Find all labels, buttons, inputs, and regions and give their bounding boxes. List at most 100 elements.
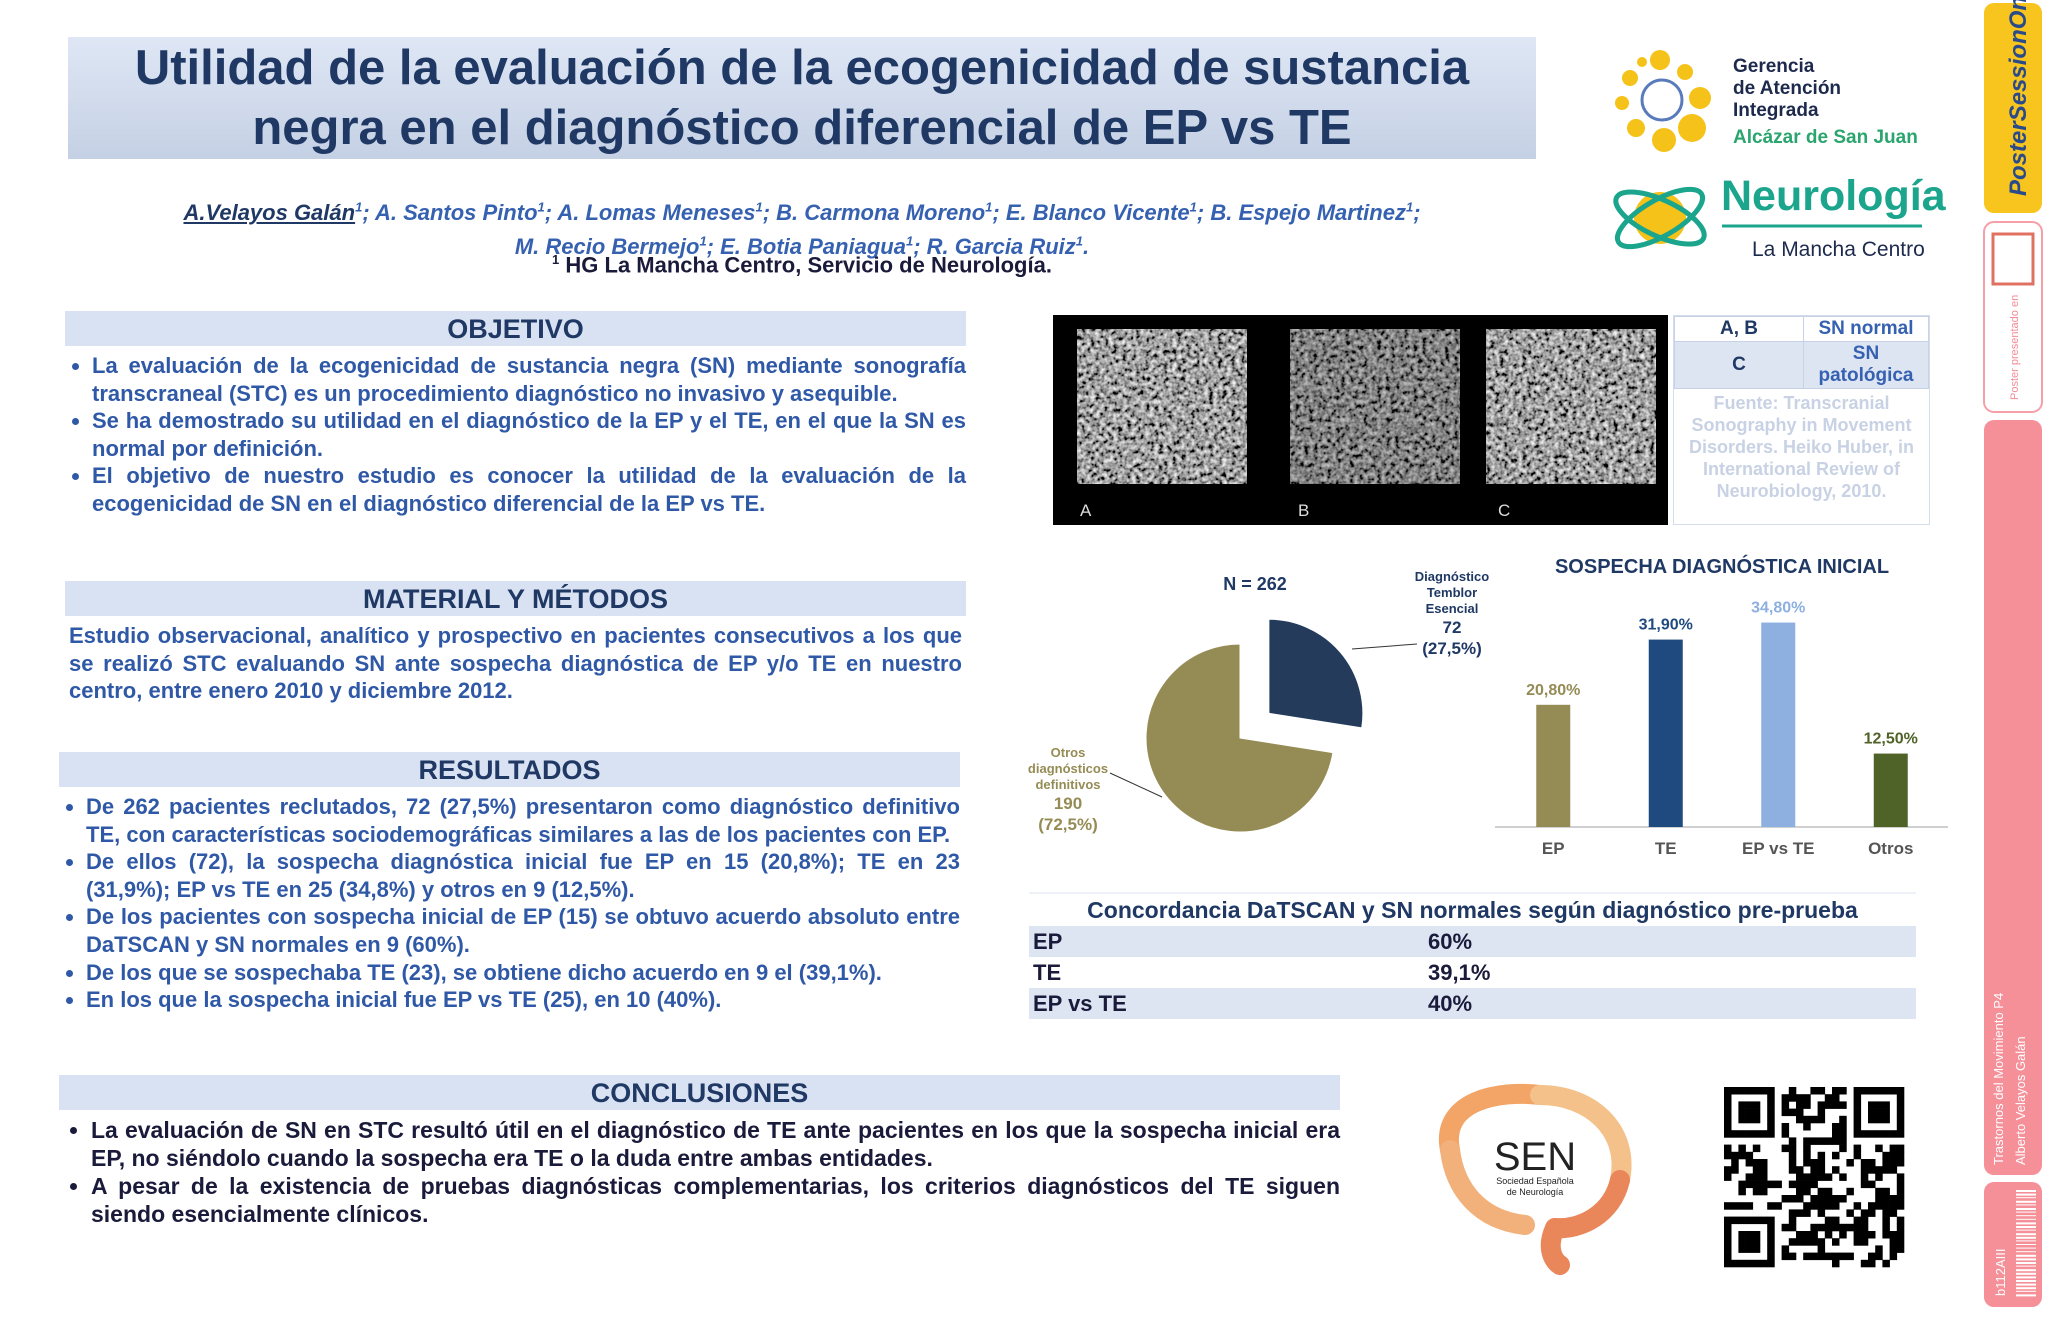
author: B. Carmona Moreno1;	[776, 200, 1000, 225]
qr-module	[1803, 1187, 1811, 1196]
qr-module	[1853, 1094, 1862, 1102]
qr-module	[1731, 1216, 1739, 1225]
qr-module	[1810, 1087, 1818, 1095]
qr-module	[1745, 1259, 1754, 1268]
qr-module	[1868, 1166, 1876, 1174]
sen-text: SEN	[1494, 1135, 1576, 1179]
qr-module	[1752, 1115, 1761, 1124]
qr-module	[1817, 1223, 1826, 1232]
figure-legend: A, B SN normal C SN patológica Fuente: Tran…	[1673, 315, 1930, 525]
qr-module	[1752, 1166, 1761, 1174]
qr-module	[1839, 1252, 1847, 1261]
author-affiliation-mark: 1	[1075, 233, 1084, 249]
qr-module	[1752, 1187, 1761, 1196]
qr-module	[1796, 1166, 1804, 1174]
leader-line	[1109, 772, 1163, 798]
author: B. Espejo Martinez1;	[1210, 200, 1420, 225]
qr-module	[1889, 1130, 1898, 1138]
section: CONCLUSIONES La evaluación de SN en STC …	[59, 1075, 1340, 1228]
bar	[1536, 704, 1571, 827]
barcode-bar	[2016, 1240, 2036, 1242]
author-name: M. Recio Bermejo	[514, 233, 700, 259]
ultrasound-panel	[1290, 329, 1460, 484]
poster-title: Utilidad de la evaluación de la ecogenic…	[68, 37, 1536, 159]
qr-module	[1824, 1187, 1833, 1196]
qr-module	[1868, 1101, 1876, 1109]
ultrasound-panel	[1486, 329, 1656, 484]
barcode-bar	[2016, 1272, 2036, 1275]
qr-module	[1731, 1087, 1739, 1095]
qr-module	[1803, 1151, 1811, 1160]
qr-module	[1817, 1187, 1826, 1196]
qr-module	[1860, 1130, 1869, 1138]
qr-module	[1846, 1223, 1854, 1232]
sidebar-logo	[1991, 232, 2035, 286]
table-cell: SN normal	[1803, 316, 1929, 342]
qr-module	[1889, 1144, 1898, 1153]
barcode-bar	[2016, 1251, 2036, 1253]
qr-module	[1752, 1180, 1761, 1189]
qr-module	[1832, 1137, 1840, 1145]
qr-module	[1817, 1238, 1826, 1246]
qr-module	[1788, 1180, 1797, 1189]
qr-module	[1896, 1144, 1905, 1153]
barcode-bar	[2016, 1254, 2036, 1257]
author: E. Blanco Vicente1;	[1006, 200, 1204, 225]
barcode-bar	[2016, 1229, 2036, 1231]
qr-module	[1752, 1101, 1761, 1109]
qr-module	[1868, 1209, 1876, 1217]
qr-module	[1767, 1259, 1775, 1268]
chart-title: N = 262	[1223, 574, 1287, 594]
sidebar-text: Alberto Velayos Galán	[2013, 1036, 2028, 1165]
sen-text: de Neurología	[1507, 1187, 1564, 1197]
qr-module	[1745, 1151, 1754, 1160]
barcode-bar	[2016, 1247, 2036, 1249]
qr-module	[1803, 1202, 1811, 1210]
qr-module	[1810, 1173, 1818, 1181]
authors: A.Velayos Galán1; A. Santos Pinto1; A. L…	[68, 194, 1536, 261]
x-tick-label: Otros	[1868, 839, 1913, 858]
qr-module	[1810, 1238, 1818, 1246]
qr-module	[1832, 1130, 1840, 1138]
qr-module	[1738, 1216, 1746, 1225]
author: A. Santos Pinto1;	[375, 200, 552, 225]
qr-module	[1896, 1173, 1905, 1181]
qr-module	[1896, 1115, 1905, 1124]
qr-module	[1810, 1195, 1818, 1203]
section: MATERIAL Y MÉTODOS Estudio observacional…	[65, 581, 966, 705]
qr-module	[1724, 1173, 1732, 1181]
value-label: 34,80%	[1751, 600, 1805, 617]
barcode-bar	[2016, 1222, 2036, 1225]
qr-module	[1889, 1195, 1898, 1203]
bullet-list: De 262 pacientes reclutados, 72 (27,5%) …	[59, 793, 960, 1014]
table-row: EP 60%	[1029, 926, 1916, 957]
qr-module	[1752, 1173, 1761, 1181]
qr-module	[1745, 1130, 1754, 1138]
author-separator: ;	[1413, 200, 1421, 226]
qr-module	[1767, 1252, 1775, 1261]
qr-module	[1817, 1087, 1826, 1095]
table-row: EP vs TE 40%	[1029, 988, 1916, 1019]
qr-module	[1896, 1151, 1905, 1160]
pie-value: 72	[1442, 618, 1462, 637]
qr-module	[1796, 1231, 1804, 1239]
qr-module	[1853, 1202, 1862, 1210]
barcode-bar	[2016, 1190, 2036, 1192]
qr-module	[1875, 1115, 1883, 1124]
qr-module	[1781, 1223, 1790, 1232]
qr-module	[1889, 1159, 1898, 1167]
chart-title: SOSPECHA DIAGNÓSTICA INICIAL	[1555, 554, 1889, 578]
qr-module	[1860, 1087, 1869, 1095]
qr-module	[1724, 1252, 1732, 1261]
qr-module	[1724, 1151, 1732, 1160]
qr-module	[1853, 1238, 1862, 1246]
qr-module	[1853, 1144, 1862, 1153]
section-title: CONCLUSIONES	[59, 1075, 1340, 1110]
qr-module	[1853, 1231, 1862, 1239]
qr-module	[1738, 1115, 1746, 1124]
qr-module	[1738, 1238, 1746, 1246]
qr-module	[1896, 1180, 1905, 1189]
qr-module	[1860, 1180, 1869, 1189]
author-name: A. Santos Pinto	[374, 200, 538, 226]
qr-module	[1896, 1216, 1905, 1225]
